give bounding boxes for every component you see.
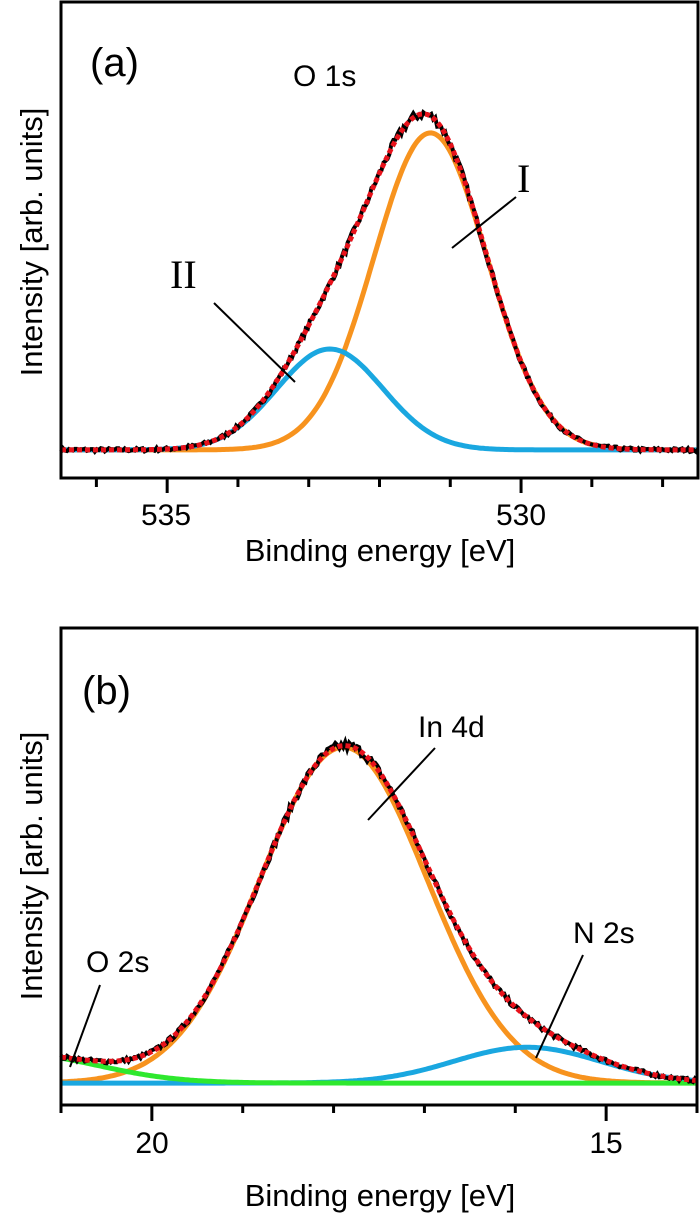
experimental-data [59,735,699,1085]
panel-a: 535 530 Binding energy [eV] Intensity [a… [14,0,700,568]
panel-b: 20 15 Binding energy [eV] Intensity [arb… [14,626,699,1213]
tick-label-15: 15 [589,1127,622,1160]
frame-b [59,626,699,1107]
component-n-2s [61,1044,698,1086]
tick-label-530: 530 [496,499,546,532]
x-ticks-b [59,1105,699,1121]
experimental-data [59,109,700,455]
panel-label-b: (b) [82,669,131,713]
annotation-II: II [170,252,197,297]
component-ii [61,346,698,453]
pointer-in4d [367,747,436,821]
plot-area-b [59,735,699,1086]
plot-area-a [59,109,700,455]
component-in-4d [61,744,697,1086]
annotation-I: I [517,156,530,201]
annotation-in4d: In 4d [418,711,485,744]
component-i [61,130,698,453]
pointer-o2s [69,984,101,1068]
component-o-2s [60,1055,697,1086]
x-axis-title-a: Binding energy [eV] [245,533,516,568]
x-ticks-a [94,478,665,493]
title-o1s: O 1s [293,60,356,93]
tick-label-535: 535 [141,499,191,532]
panel-label-a: (a) [90,41,139,85]
fit-envelope [60,743,698,1083]
annotation-n2s: N 2s [573,917,635,950]
pointer-I [451,196,517,249]
y-axis-title-b: Intensity [arb. units] [14,732,49,1001]
pointer-II [213,302,296,383]
y-axis-title-a: Intensity [arb. units] [14,108,49,377]
x-axis-title-b: Binding energy [eV] [245,1178,516,1213]
tick-label-20: 20 [135,1127,168,1160]
annotation-o2s: O 2s [86,946,149,979]
pointer-n2s [535,954,584,1059]
fit-envelope [61,111,698,453]
